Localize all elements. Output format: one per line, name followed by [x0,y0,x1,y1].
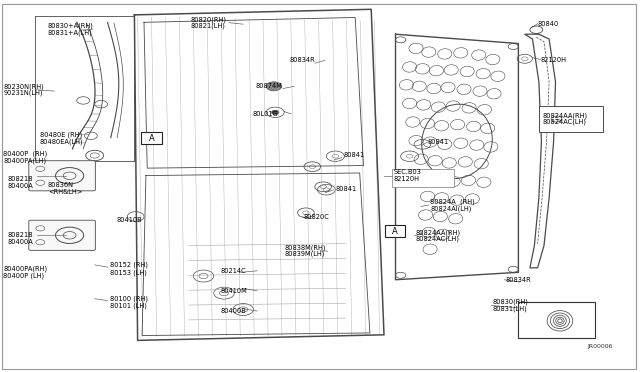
Text: 80841: 80841 [343,152,364,158]
Text: 80820(RH): 80820(RH) [191,16,227,23]
FancyBboxPatch shape [539,106,603,132]
Text: 90231N(LH): 90231N(LH) [3,90,43,96]
Text: 80824AA(RH): 80824AA(RH) [416,229,461,236]
Text: 80824A  (RH): 80824A (RH) [430,198,475,205]
Text: 80480EA(LH): 80480EA(LH) [40,138,83,145]
Text: 80831+A(LH): 80831+A(LH) [48,29,93,36]
Text: 80820C: 80820C [304,214,330,220]
FancyBboxPatch shape [29,161,95,191]
Text: 80152 (RH): 80152 (RH) [110,262,148,269]
FancyBboxPatch shape [141,132,162,144]
Text: 80400P  (RH): 80400P (RH) [3,150,47,157]
Text: 80101 (LH): 80101 (LH) [110,302,147,309]
Text: 80821(LH): 80821(LH) [191,23,225,29]
Text: 80834R: 80834R [506,277,531,283]
Text: 80400PA(LH): 80400PA(LH) [3,157,46,164]
Text: 80824AI(LH): 80824AI(LH) [430,205,472,212]
Text: SEC.B03: SEC.B03 [394,169,422,175]
Text: 80824AC(LH): 80824AC(LH) [543,119,587,125]
FancyBboxPatch shape [385,225,405,237]
Circle shape [266,82,282,91]
Text: 80821B: 80821B [8,232,33,238]
Text: 80841: 80841 [335,186,356,192]
Text: 80821B: 80821B [8,176,33,182]
Text: 80400B: 80400B [221,308,246,314]
Text: 80831(LH): 80831(LH) [493,305,527,312]
Text: 80400A: 80400A [8,183,33,189]
Text: 80830(RH): 80830(RH) [493,299,529,305]
Text: 80153 (LH): 80153 (LH) [110,269,147,276]
FancyBboxPatch shape [518,302,595,338]
Text: JR00006: JR00006 [588,344,613,349]
Text: 80840: 80840 [538,21,559,27]
Text: 82120H: 82120H [541,57,567,62]
Circle shape [271,110,279,115]
Text: 80400PA(RH): 80400PA(RH) [3,265,47,272]
Text: 80841: 80841 [428,139,449,145]
Text: 80874M: 80874M [256,83,283,89]
Text: <RH&LH>: <RH&LH> [48,189,83,195]
Text: 80214C: 80214C [221,268,246,274]
Text: 80L01G: 80L01G [253,111,278,117]
Text: 80410B: 80410B [116,217,142,223]
Text: 80839M(LH): 80839M(LH) [285,251,325,257]
Text: 80480E (RH): 80480E (RH) [40,131,82,138]
Text: 80400P (LH): 80400P (LH) [3,272,44,279]
Text: 80100 (RH): 80100 (RH) [110,296,148,302]
Text: 80230N(RH): 80230N(RH) [3,83,44,90]
Text: 80824AA(RH): 80824AA(RH) [543,112,588,119]
Text: 80834R: 80834R [289,57,315,63]
FancyBboxPatch shape [392,169,454,187]
Text: 80830+A(RH): 80830+A(RH) [48,23,94,29]
Text: 80838M(RH): 80838M(RH) [285,244,326,251]
Text: 80400A: 80400A [8,239,33,245]
FancyBboxPatch shape [29,220,95,250]
Text: 82120H: 82120H [394,176,420,182]
Text: A: A [149,134,154,143]
Text: 80410M: 80410M [221,288,248,294]
Text: 80836N: 80836N [48,182,74,188]
Text: 80824AC(LH): 80824AC(LH) [416,236,460,243]
Text: A: A [392,227,397,236]
